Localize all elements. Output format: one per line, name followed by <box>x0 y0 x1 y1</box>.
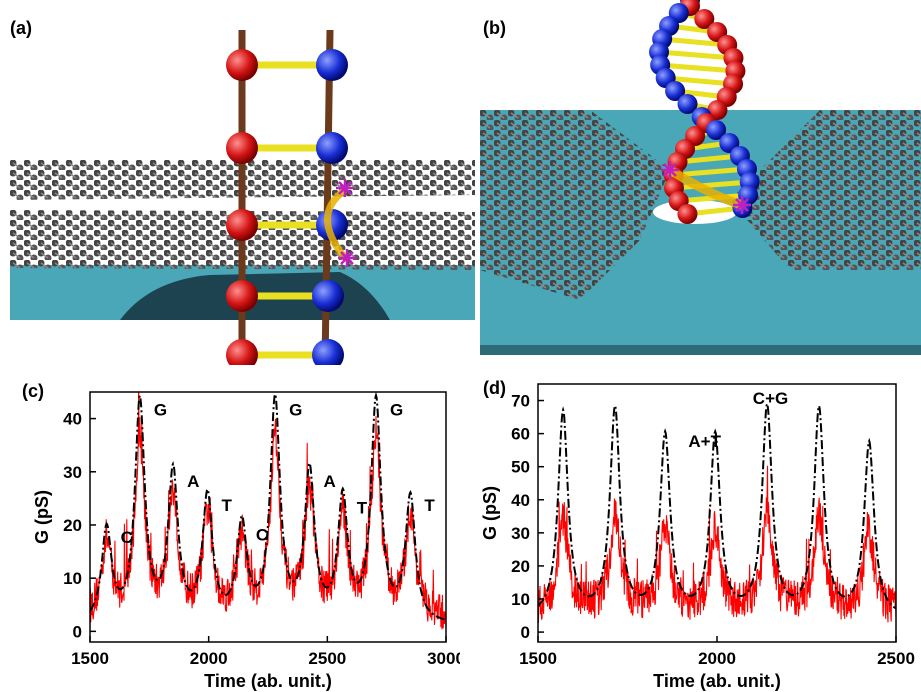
x-tick-label: 2500 <box>308 649 346 668</box>
y-tick-label: 10 <box>63 569 82 588</box>
peak-label: G <box>390 400 403 419</box>
peak-label: G <box>289 400 302 419</box>
y-tick-label: 0 <box>73 622 82 641</box>
annotation-label: C+G <box>753 389 788 408</box>
x-tick-label: 2000 <box>190 649 228 668</box>
noisy-conductance-series <box>538 465 896 623</box>
chart-d: 1500 2000 2500 0 10 20 30 40 50 60 70 Time (ab. uni… <box>480 383 915 691</box>
fit-series <box>538 400 896 610</box>
y-tick-label: 30 <box>63 463 82 482</box>
graphene-left-electrode <box>480 110 670 300</box>
y-tick-label: 60 <box>511 425 530 444</box>
y-axis-label: G (pS) <box>32 490 52 544</box>
peak-label: A <box>187 472 199 491</box>
contact-marker-left <box>661 161 679 179</box>
peak-label: T <box>357 499 368 518</box>
annotation-label: A+T <box>688 432 721 451</box>
y-tick-label: 10 <box>511 590 530 609</box>
contact-marker-right <box>733 196 751 214</box>
panel-label-d: (d) <box>483 378 506 398</box>
x-tick-label: 2000 <box>698 649 736 668</box>
fit-series <box>90 392 446 621</box>
peak-label: T <box>424 496 435 515</box>
peak-label: C <box>256 525 268 544</box>
plot-frame <box>89 391 447 643</box>
x-tick-label: 1500 <box>71 649 109 668</box>
y-tick-label: 50 <box>511 458 530 477</box>
graphene-right-electrode <box>730 110 921 270</box>
tunneling-current-arrow <box>324 187 348 261</box>
x-tick-label: 1500 <box>519 649 557 668</box>
x-axis-label: Time (ab. unit.) <box>653 671 781 691</box>
peak-label: A <box>324 472 336 491</box>
y-tick-label: 20 <box>63 516 82 535</box>
panel-label-b: (b) <box>483 18 506 38</box>
noisy-conductance-series <box>90 392 446 630</box>
peak-label: G <box>154 400 167 419</box>
x-tick-label: 2500 <box>877 649 915 668</box>
y-axis-label: G (pS) <box>480 486 500 540</box>
contact-marker-top <box>336 179 354 197</box>
y-tick-label: 40 <box>511 491 530 510</box>
panel-a-illustration <box>10 29 475 365</box>
dna-base-pairs <box>226 49 348 365</box>
panel-label-a: (a) <box>10 18 32 38</box>
peak-label: T <box>221 496 232 515</box>
y-tick-label: 20 <box>511 557 530 576</box>
y-tick-label: 0 <box>521 623 530 642</box>
y-tick-label: 40 <box>63 410 82 429</box>
y-tick-label: 30 <box>511 524 530 543</box>
peak-label: C <box>121 528 133 547</box>
substrate-edge <box>480 345 921 355</box>
contact-marker-bottom <box>338 249 356 267</box>
panel-label-c: (c) <box>22 381 44 401</box>
x-axis-label: Time (ab. unit.) <box>204 671 332 691</box>
panel-b-illustration <box>480 0 921 355</box>
tunneling-current-arrow <box>667 166 744 210</box>
y-tick-label: 70 <box>511 392 530 411</box>
